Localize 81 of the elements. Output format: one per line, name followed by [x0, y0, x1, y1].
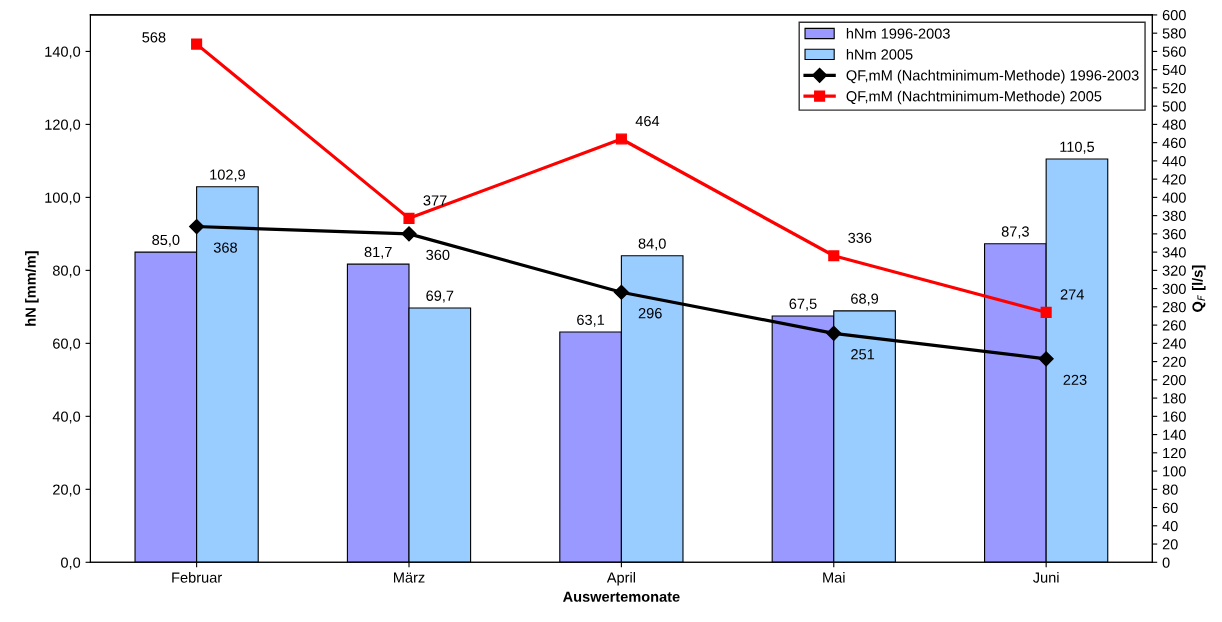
x-tick-label: Juni [1033, 572, 1059, 583]
data-label: 81,7 [364, 246, 392, 259]
y2-tick-label: 380 [1162, 210, 1186, 222]
y2-tick-label: 60 [1162, 502, 1178, 513]
y2-tick-label: 420 [1162, 174, 1186, 185]
x-axis-title: Auswertemonate [563, 591, 680, 602]
y2-tick-label: 120 [1163, 447, 1186, 459]
y2-tick-label: 300 [1162, 283, 1186, 295]
y-tick-label: 60,0 [53, 338, 81, 351]
data-label: 85,0 [152, 234, 180, 247]
y2-tick-label: 260 [1162, 320, 1186, 331]
point [826, 325, 842, 341]
point [401, 226, 417, 242]
data-label: 568 [142, 32, 166, 43]
y2-tick-label: 440 [1162, 155, 1186, 167]
y2-tick-label: 140 [1163, 429, 1186, 440]
data-label: 87,3 [1001, 226, 1029, 239]
point [615, 133, 627, 145]
point [189, 219, 205, 235]
data-label: 223 [1063, 374, 1087, 385]
y2-tick-label: 400 [1162, 192, 1186, 203]
point [1040, 306, 1052, 318]
y-tick-label: 100,0 [45, 192, 81, 205]
y2-tick-label: 220 [1162, 356, 1186, 368]
point [613, 284, 629, 300]
x-tick-label: Februar [172, 572, 222, 583]
legend-label: hNm 2005 [846, 48, 913, 60]
y2-tick-label: 340 [1162, 247, 1186, 258]
y2-tick-label: 580 [1162, 28, 1186, 39]
y2-tick-label: 20 [1162, 539, 1178, 550]
y2-tick-label: 600 [1162, 10, 1186, 21]
data-label: 63,1 [577, 314, 605, 327]
y2-tick-label: 480 [1162, 119, 1186, 130]
y2-tick-label: 520 [1162, 83, 1186, 94]
y2-tick-label: 40 [1162, 520, 1178, 532]
legend-label: hNm 1996-2003 [846, 28, 950, 39]
y2-tick-label: 320 [1162, 265, 1186, 276]
y2-tick-label: 160 [1163, 411, 1186, 422]
y-tick-label: 20,0 [53, 484, 81, 497]
data-label: 336 [848, 232, 872, 244]
y2-tick-label: 460 [1162, 137, 1186, 149]
point [828, 250, 840, 262]
data-label: 274 [1060, 289, 1084, 300]
y2-tick-label: 100 [1163, 466, 1186, 477]
x-tick-label: Mai [823, 572, 845, 583]
y2-tick-label: 80 [1162, 484, 1178, 495]
y2-tick-label: 240 [1162, 338, 1186, 349]
y2-tick-label: 0 [1162, 557, 1170, 568]
data-label: 464 [635, 115, 660, 127]
y2-tick-label: 280 [1162, 301, 1186, 313]
data-label: 360 [426, 249, 450, 261]
legend-label: QF,mM (Nachtminimum-Methode) 1996-2003 [846, 69, 1139, 84]
y2-tick-label: 180 [1163, 393, 1186, 404]
y2-tick-label: 560 [1162, 46, 1186, 57]
y2-tick-label: 500 [1162, 101, 1186, 112]
y-tick-label: 120,0 [45, 119, 81, 132]
data-label: 110,5 [1060, 141, 1095, 154]
y-tick-label: 80,0 [52, 265, 81, 278]
data-label: 68,9 [851, 293, 879, 306]
data-label: 102,9 [210, 169, 245, 182]
data-label: 368 [213, 242, 237, 253]
legend-label: QF,mM (Nachtminimum-Methode) 2005 [846, 90, 1102, 105]
data-label: 67,5 [789, 298, 817, 311]
y-tick-label: 0,0 [61, 557, 81, 570]
y-tick-label: 140,0 [45, 46, 81, 59]
y2-tick-label: 540 [1162, 64, 1186, 76]
point [191, 38, 203, 50]
data-label: 84,0 [638, 238, 666, 251]
data-label: 296 [638, 308, 662, 319]
y2-tick-label: 360 [1162, 228, 1186, 240]
x-tick-label: März [394, 572, 425, 583]
y-tick-label: 40,0 [52, 411, 81, 424]
point [403, 212, 415, 224]
data-label: 251 [851, 349, 875, 360]
point [1038, 351, 1054, 367]
y2-tick-label: 200 [1162, 374, 1186, 386]
y2-axis-title: Q$_{F}$ [l/s] [1191, 265, 1206, 312]
x-tick-label: April [606, 572, 635, 586]
y-axis-title: hN [mm/m] [25, 251, 39, 326]
data-label: 69,7 [426, 290, 454, 303]
data-label: 377 [423, 195, 447, 206]
